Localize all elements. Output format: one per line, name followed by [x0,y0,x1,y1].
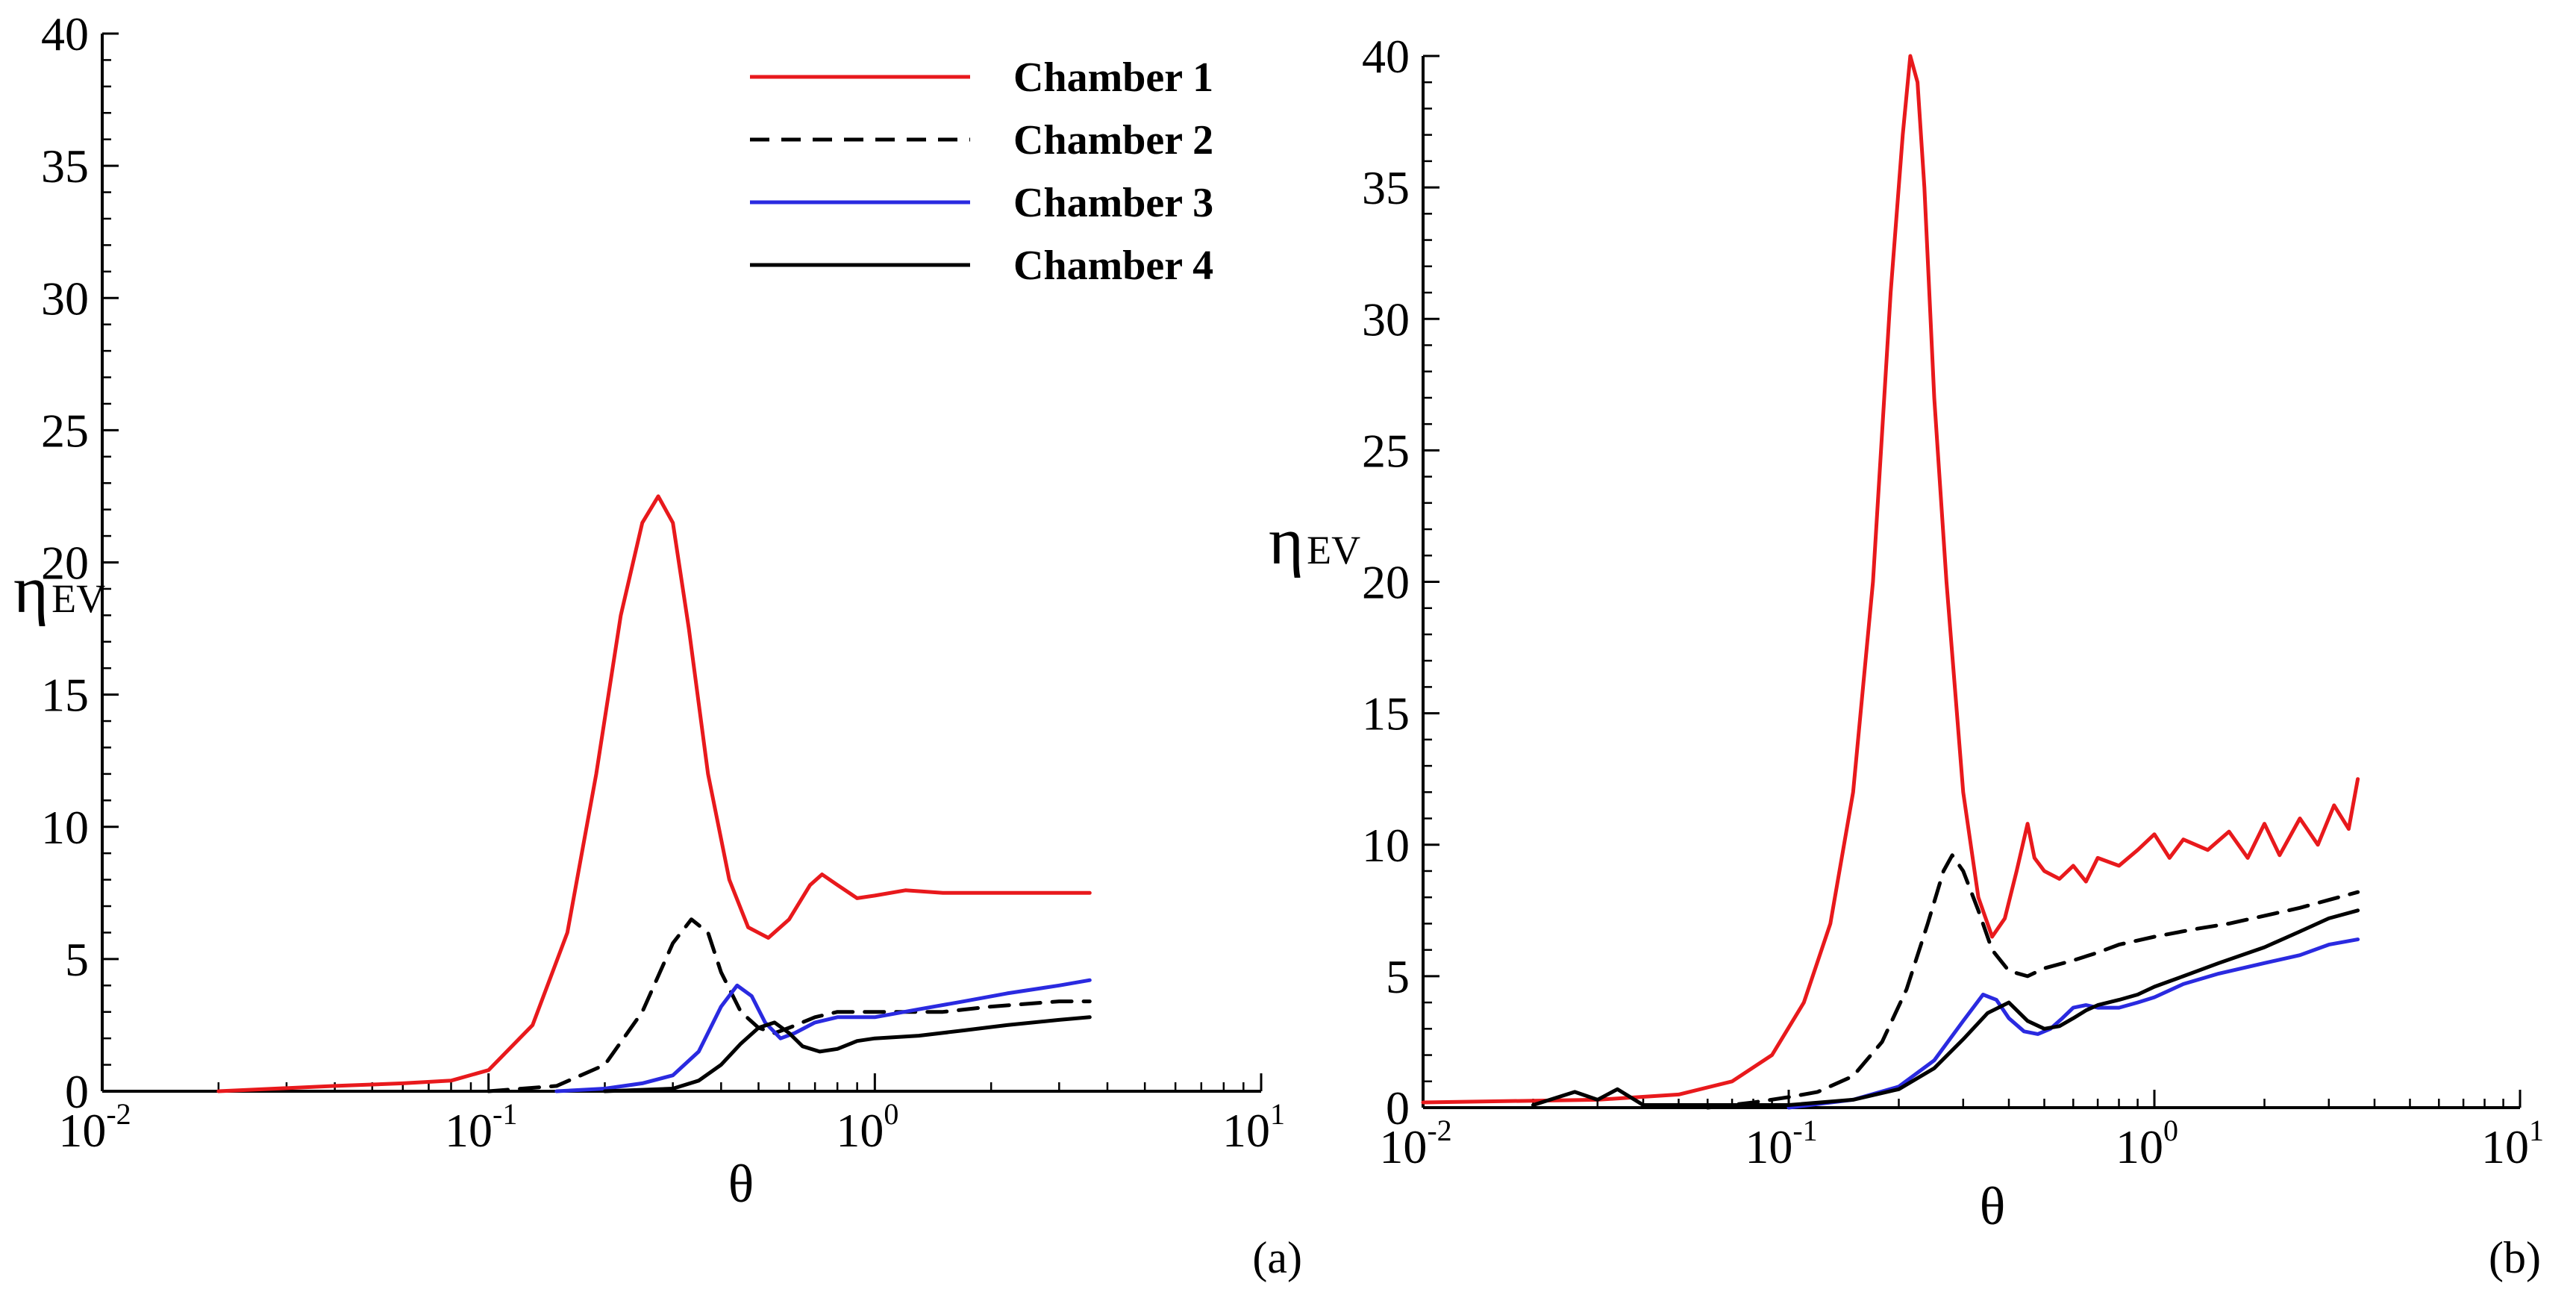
legend-label: Chamber 4 [1013,243,1213,289]
x-tick-label: 10-1 [1745,1114,1817,1173]
y-tick-label: 25 [1362,424,1410,477]
y-axis-title-subscript: EV [51,576,105,621]
panel-label: (a) [1252,1233,1302,1282]
legend-label: Chamber 3 [1013,180,1213,226]
x-tick-exponent: -1 [1792,1114,1817,1147]
series-line-chamber-1 [216,494,1092,1093]
series-line-chamber-1 [1421,54,2360,1105]
y-tick-label: 40 [1362,30,1410,83]
x-tick-exponent: 0 [884,1097,898,1131]
x-tick-exponent: 1 [1270,1097,1285,1131]
x-tick-exponent: 0 [2163,1114,2178,1147]
legend: Chamber 1 Chamber 2 Chamber 3 Chamber 4 [750,54,1213,289]
series-line-chamber-2 [1705,853,2360,1110]
y-axis-title-subscript: EV [1307,528,1360,572]
y-tick-label: 25 [41,404,89,457]
y-tick-label: 0 [65,1065,89,1118]
series-line-chamber-4 [603,1015,1092,1093]
panel-label: (b) [2489,1233,2541,1282]
series-line-chamber-3 [554,978,1092,1093]
y-tick-label: 15 [41,669,89,722]
y-tick-label: 35 [1362,161,1410,214]
y-tick-label: 30 [41,272,89,325]
y-tick-label: 5 [65,933,89,986]
x-tick-exponent: -2 [1427,1114,1451,1147]
y-tick-label: 10 [1362,819,1410,872]
x-tick-exponent: -2 [106,1097,131,1131]
y-tick-label: 40 [41,7,89,60]
x-tick-exponent: -1 [493,1097,517,1131]
y-tick-label: 20 [41,537,89,590]
y-tick-label: 15 [1362,687,1410,740]
x-axis-title: θ [728,1154,754,1214]
legend-label: Chamber 1 [1013,54,1213,101]
series-line-chamber-4 [1531,908,2360,1107]
x-axis-title: θ [1980,1176,2006,1236]
y-axis-title: ηEV [1269,505,1360,578]
y-tick-label: 10 [41,801,89,854]
series-line-chamber-3 [1786,937,2360,1110]
y-tick-label: 20 [1362,556,1410,609]
y-tick-label: 30 [1362,293,1410,346]
y-tick-label: 35 [41,140,89,193]
legend-label: Chamber 2 [1013,117,1213,163]
x-tick-exponent: 1 [2529,1114,2544,1147]
y-tick-label: 5 [1386,950,1410,1003]
y-tick-label: 0 [1386,1082,1410,1135]
